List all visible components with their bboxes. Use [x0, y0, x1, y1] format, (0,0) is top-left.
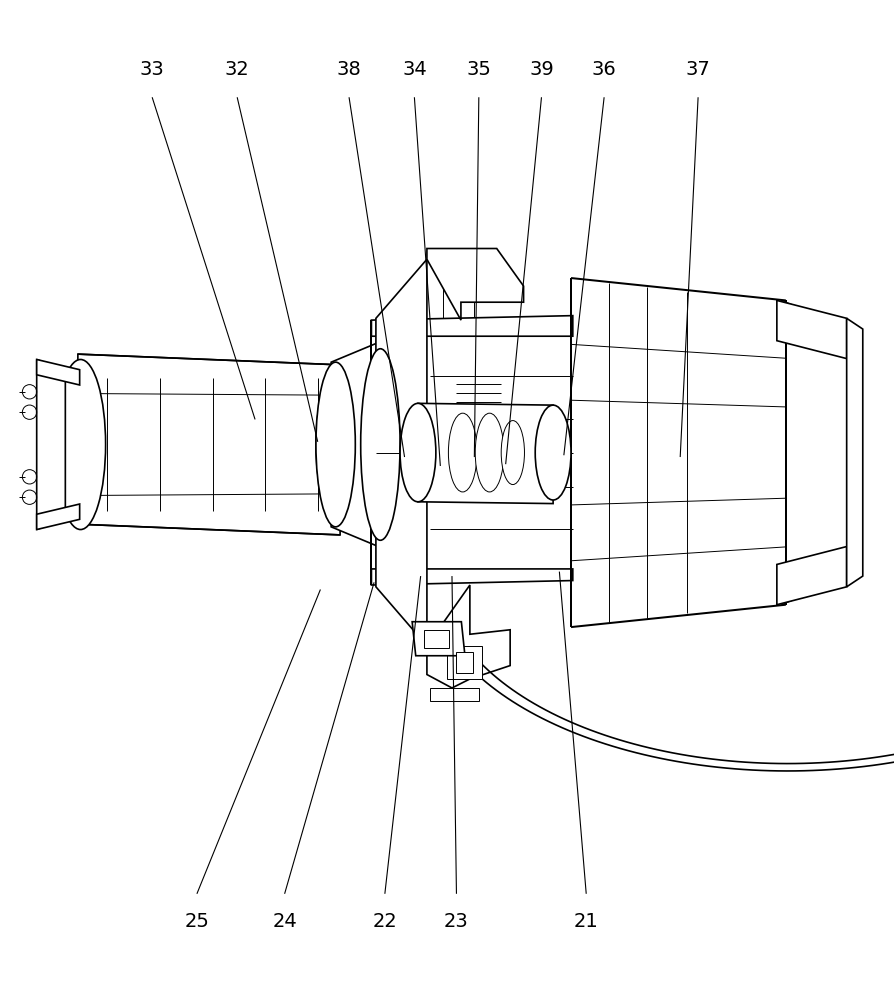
Polygon shape — [37, 504, 80, 530]
Ellipse shape — [316, 370, 358, 519]
Text: 21: 21 — [573, 912, 598, 931]
Text: 39: 39 — [528, 60, 553, 79]
Polygon shape — [426, 585, 510, 688]
Polygon shape — [424, 630, 449, 648]
Polygon shape — [371, 569, 572, 585]
Text: 35: 35 — [466, 60, 491, 79]
Ellipse shape — [360, 349, 400, 540]
Text: 34: 34 — [401, 60, 426, 79]
Polygon shape — [37, 359, 80, 385]
Polygon shape — [447, 646, 481, 679]
Polygon shape — [371, 316, 572, 336]
Polygon shape — [78, 354, 340, 535]
Ellipse shape — [400, 403, 435, 502]
Polygon shape — [776, 547, 846, 605]
Text: 24: 24 — [272, 912, 297, 931]
Ellipse shape — [501, 421, 524, 485]
Polygon shape — [429, 688, 478, 701]
Polygon shape — [456, 652, 472, 673]
Text: 36: 36 — [591, 60, 616, 79]
Text: 22: 22 — [372, 912, 397, 931]
Polygon shape — [426, 249, 523, 320]
Polygon shape — [411, 622, 465, 656]
Polygon shape — [776, 300, 846, 359]
Ellipse shape — [448, 413, 477, 492]
Text: 25: 25 — [184, 912, 209, 931]
Text: 37: 37 — [685, 60, 710, 79]
Polygon shape — [846, 318, 862, 587]
Text: 23: 23 — [443, 912, 468, 931]
Ellipse shape — [55, 359, 105, 530]
Ellipse shape — [475, 413, 503, 492]
Text: 32: 32 — [224, 60, 249, 79]
Text: 33: 33 — [139, 60, 164, 79]
Ellipse shape — [535, 405, 570, 500]
Polygon shape — [417, 403, 552, 504]
Ellipse shape — [316, 362, 355, 527]
Polygon shape — [37, 359, 65, 530]
Polygon shape — [375, 259, 426, 646]
Text: 38: 38 — [336, 60, 361, 79]
Polygon shape — [331, 340, 384, 549]
